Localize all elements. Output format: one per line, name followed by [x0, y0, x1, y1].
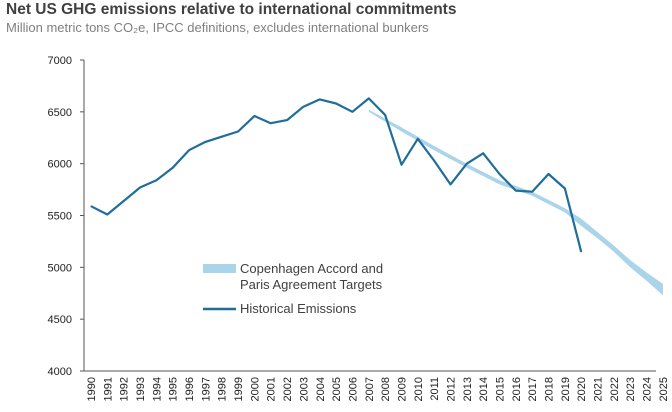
x-tick-label: 1992	[119, 377, 131, 401]
x-tick-label: 2019	[560, 377, 572, 401]
historical-data-point	[368, 97, 370, 99]
legend-swatch-targets	[203, 264, 236, 273]
series-historical-line	[90, 97, 583, 253]
historical-data-point	[384, 114, 386, 116]
historical-data-point	[515, 190, 517, 192]
historical-data-point	[221, 136, 223, 138]
x-tick-label: 1993	[135, 377, 147, 401]
y-axis-ticks: 4000 4500 5000 5500 6000 6500 7000	[48, 55, 84, 378]
historical-data-point	[482, 152, 484, 154]
x-tick-label: 2001	[266, 377, 278, 401]
x-tick-label: 2004	[315, 377, 327, 401]
x-tick-label: 2000	[249, 377, 261, 401]
x-tick-label: 2016	[511, 377, 523, 401]
target-band-layer	[368, 109, 663, 296]
x-tick-label: 2012	[445, 377, 457, 401]
x-tick-label: 1999	[233, 377, 245, 401]
x-tick-label: 2024	[642, 377, 654, 401]
series-targets-band	[368, 109, 663, 296]
legend: Copenhagen Accord and Paris Agreement Ta…	[203, 261, 383, 316]
legend-label-targets-line2: Paris Agreement Targets	[240, 277, 383, 292]
historical-data-point	[433, 159, 435, 162]
historical-data-point	[351, 111, 354, 113]
historical-data-point	[580, 251, 582, 253]
historical-data-point	[302, 106, 305, 108]
x-tick-label: 2020	[576, 377, 588, 401]
historical-data-point	[270, 122, 272, 124]
historical-data-point	[319, 98, 321, 100]
x-tick-label: 2023	[625, 377, 637, 401]
historical-data-point	[286, 119, 288, 121]
historical-data-point	[172, 167, 174, 169]
y-tick-label: 5500	[48, 211, 72, 223]
historical-data-point	[466, 163, 468, 165]
x-tick-label: 1995	[168, 377, 180, 401]
x-tick-label: 1997	[200, 377, 212, 401]
historical-data-point	[155, 179, 157, 181]
historical-data-point	[106, 213, 108, 216]
x-tick-label: 2025	[658, 377, 670, 401]
historical-data-point	[90, 205, 92, 207]
historical-data-point	[564, 187, 566, 190]
x-tick-label: 2005	[331, 377, 343, 401]
historical-data-point	[547, 173, 550, 175]
historical-data-point	[531, 191, 533, 193]
x-tick-label: 2003	[298, 377, 310, 401]
x-tick-label: 1991	[102, 377, 114, 401]
historical-data-point	[139, 186, 141, 189]
historical-data-point	[188, 149, 190, 151]
y-tick-label: 5000	[48, 262, 72, 274]
x-tick-label: 2002	[282, 377, 294, 401]
historical-data-point	[400, 164, 403, 166]
historical-data-point	[253, 115, 255, 117]
chart-subtitle: Million metric tons CO₂e, IPCC definitio…	[6, 20, 429, 35]
x-tick-label: 2011	[429, 377, 441, 401]
x-tick-label: 2006	[347, 377, 359, 401]
historical-data-point	[417, 138, 419, 140]
y-tick-label: 4500	[48, 314, 72, 326]
historical-data-point	[204, 141, 206, 143]
x-tick-label: 2009	[396, 377, 408, 401]
y-tick-label: 6000	[48, 159, 72, 171]
x-tick-label: 2017	[527, 377, 539, 401]
x-tick-label: 1996	[184, 377, 196, 401]
y-tick-label: 6500	[48, 107, 72, 119]
x-tick-label: 2015	[495, 377, 507, 401]
historical-data-point	[449, 183, 452, 185]
x-tick-label: 2007	[364, 377, 376, 401]
historical-data-point	[335, 102, 337, 105]
x-tick-label: 2008	[380, 377, 392, 401]
legend-label-historical: Historical Emissions	[240, 301, 357, 316]
x-tick-label: 2022	[609, 377, 621, 401]
y-tick-label: 4000	[48, 366, 72, 378]
x-tick-label: 1994	[151, 377, 163, 401]
x-tick-label: 2013	[462, 377, 474, 401]
y-tick-label: 7000	[48, 55, 72, 67]
x-tick-label: 1998	[217, 377, 229, 401]
historical-data-point	[498, 173, 501, 175]
x-tick-label: 2021	[593, 377, 605, 401]
historical-line-layer	[90, 97, 583, 253]
x-tick-label: 2018	[544, 377, 556, 401]
historical-data-point	[123, 200, 125, 202]
x-tick-label: 2014	[478, 377, 490, 401]
x-axis-ticks: 1990 1991 1992 1993 1994 1995 1996 1997 1998 1999…	[86, 377, 670, 401]
chart-title: Net US GHG emissions relative to interna…	[6, 1, 457, 18]
x-tick-label: 2010	[413, 377, 425, 401]
x-tick-label: 1990	[86, 377, 98, 401]
historical-data-point	[237, 130, 239, 133]
legend-label-targets-line1: Copenhagen Accord and	[240, 261, 383, 276]
